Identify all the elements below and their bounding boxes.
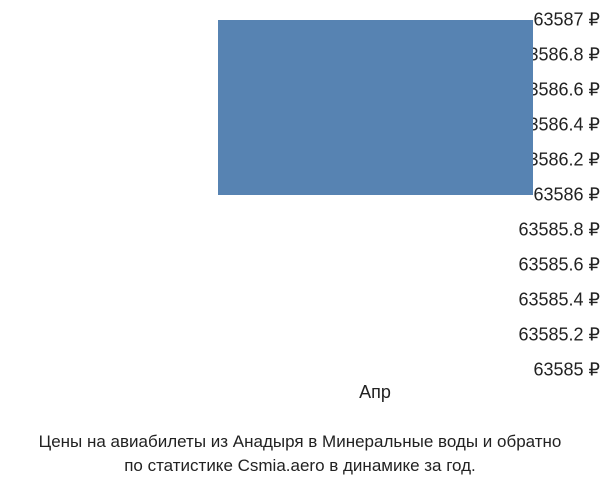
- chart-caption: Цены на авиабилеты из Анадыря в Минераль…: [0, 430, 600, 478]
- price-chart: 63585 ₽63585.2 ₽63585.4 ₽63585.6 ₽63585.…: [0, 0, 600, 500]
- bar: [218, 20, 533, 195]
- x-tick-label: Апр: [359, 382, 391, 403]
- caption-line1: Цены на авиабилеты из Анадыря в Минераль…: [39, 432, 562, 451]
- caption-line2: по статистике Csmia.aero в динамике за г…: [124, 456, 476, 475]
